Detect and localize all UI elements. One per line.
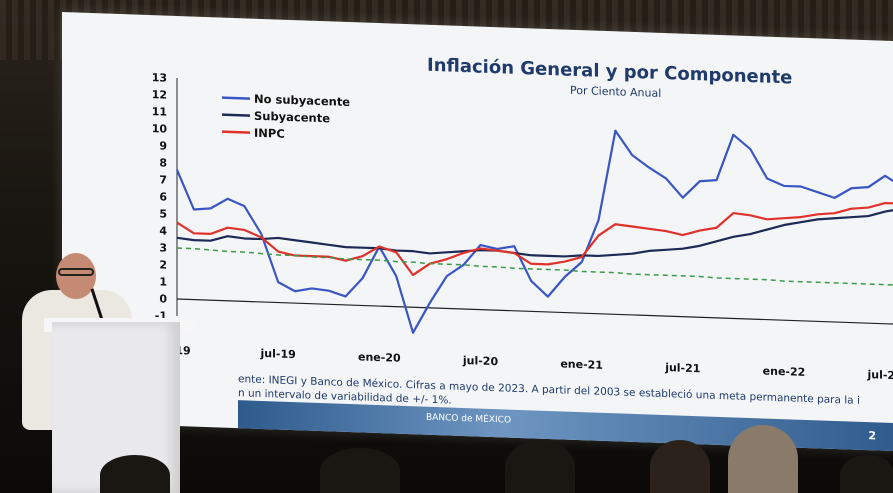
y-tick-label: 2 xyxy=(159,258,167,271)
x-tick-label: ene-22 xyxy=(763,364,806,378)
glasses-icon xyxy=(58,268,94,276)
y-tick-label: 5 xyxy=(159,207,167,220)
speaker-head xyxy=(56,253,96,299)
legend-swatch xyxy=(222,113,250,117)
series-target xyxy=(177,247,893,286)
legend-swatch xyxy=(222,96,250,100)
audience-head xyxy=(100,455,170,493)
x-tick-label: jul-22 xyxy=(867,368,893,382)
series-inpc xyxy=(176,201,893,277)
y-tick-label: 6 xyxy=(159,190,167,203)
y-tick-label: 9 xyxy=(159,139,167,152)
legend-label: INPC xyxy=(254,126,285,141)
series-subyacente xyxy=(176,207,893,258)
audience-head xyxy=(320,448,400,493)
banxico-logo: BANCO de MÉXICO xyxy=(426,412,512,426)
x-tick-label: ene-21 xyxy=(560,357,603,371)
y-tick-label: 7 xyxy=(159,173,167,186)
y-tick-label: 1 xyxy=(159,275,167,288)
y-tick-label: 0 xyxy=(159,292,167,305)
y-tick-label: 10 xyxy=(152,122,168,136)
audience-head xyxy=(650,440,710,493)
x-tick-label: ene-20 xyxy=(358,350,401,364)
legend-label: Subyacente xyxy=(254,109,330,126)
audience-head xyxy=(840,455,893,493)
audience-head xyxy=(505,440,575,493)
y-tick-label: 12 xyxy=(152,88,167,102)
series-no-subyacente xyxy=(175,129,893,334)
zero-line xyxy=(177,298,893,325)
legend-label: No subyacente xyxy=(254,92,350,109)
x-tick-label: jul-19 xyxy=(260,347,296,361)
audience-head xyxy=(728,425,798,493)
y-tick-label: 3 xyxy=(159,241,167,254)
page-number: 2 xyxy=(868,429,876,443)
x-axis: e-19jul-19ene-20jul-20ene-21jul-21ene-22… xyxy=(163,344,893,383)
y-tick-label: 11 xyxy=(152,105,167,119)
y-tick-label: 4 xyxy=(159,224,167,237)
x-tick-label: jul-21 xyxy=(664,361,700,375)
x-tick-label: jul-20 xyxy=(462,354,499,368)
y-tick-label: 13 xyxy=(152,71,167,85)
series-lines xyxy=(175,129,893,334)
legend-swatch xyxy=(222,130,250,134)
y-tick-label: 8 xyxy=(159,156,167,169)
